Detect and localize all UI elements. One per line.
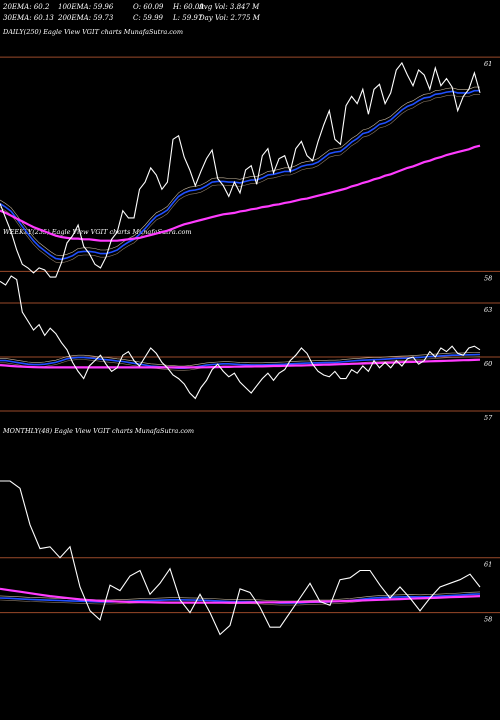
stat-open: O: 60.09 [133,3,164,11]
stat-close: C: 59.99 [133,14,163,22]
stat-avg-vol: Avg Vol: 3.847 M [199,3,260,11]
monthly-price-line [0,480,481,636]
monthly-ema-long-line [0,587,481,604]
stat-day-vol: Day Vol: 2.775 M [199,14,260,22]
stat-100ema: 100EMA: 59.96 [58,3,114,11]
daily-ytick-label: 58 [484,274,492,282]
weekly-price-line [0,275,481,400]
weekly-ma-band-upper-line [0,352,481,367]
daily-ma-band-lower-line [0,94,480,264]
monthly-ema-short-line [0,593,481,604]
weekly-panel-title: WEEKLY(235) Eagle View VGIT charts Munaf… [3,228,192,236]
monthly-panel-title: MONTHLY(48) Eagle View VGIT charts Munaf… [3,427,195,435]
stats-row-1: 20EMA: 60.2 100EMA: 59.96 O: 60.09 H: 60… [3,3,259,12]
daily-ma-band-upper-line [0,86,480,257]
stat-30ema: 30EMA: 60.13 [3,14,54,22]
stat-high: H: 60.09 [173,3,204,11]
stat-20ema: 20EMA: 60.2 [3,3,50,11]
weekly-ema-short-line [0,353,481,370]
monthly-ytick-label: 61 [484,561,492,569]
daily-ema-short-line [0,89,480,261]
daily-panel-title: DAILY(250) Eagle View VGIT charts Munafa… [3,28,183,36]
daily-ema-long-line [0,144,481,242]
monthly-ytick-label: 58 [484,616,492,624]
stat-low: L: 59.97 [173,14,203,22]
stats-row-2: 30EMA: 60.13 200EMA: 59.73 C: 59.99 L: 5… [3,14,260,23]
daily-ytick-label: 61 [484,60,492,68]
weekly-ytick-label: 63 [484,306,492,314]
weekly-ema-long-line [0,358,481,369]
stat-200ema: 200EMA: 59.73 [58,14,114,22]
weekly-ytick-label: 57 [484,414,493,422]
daily-price-line [0,61,481,278]
weekly-ytick-label: 60 [484,360,492,368]
